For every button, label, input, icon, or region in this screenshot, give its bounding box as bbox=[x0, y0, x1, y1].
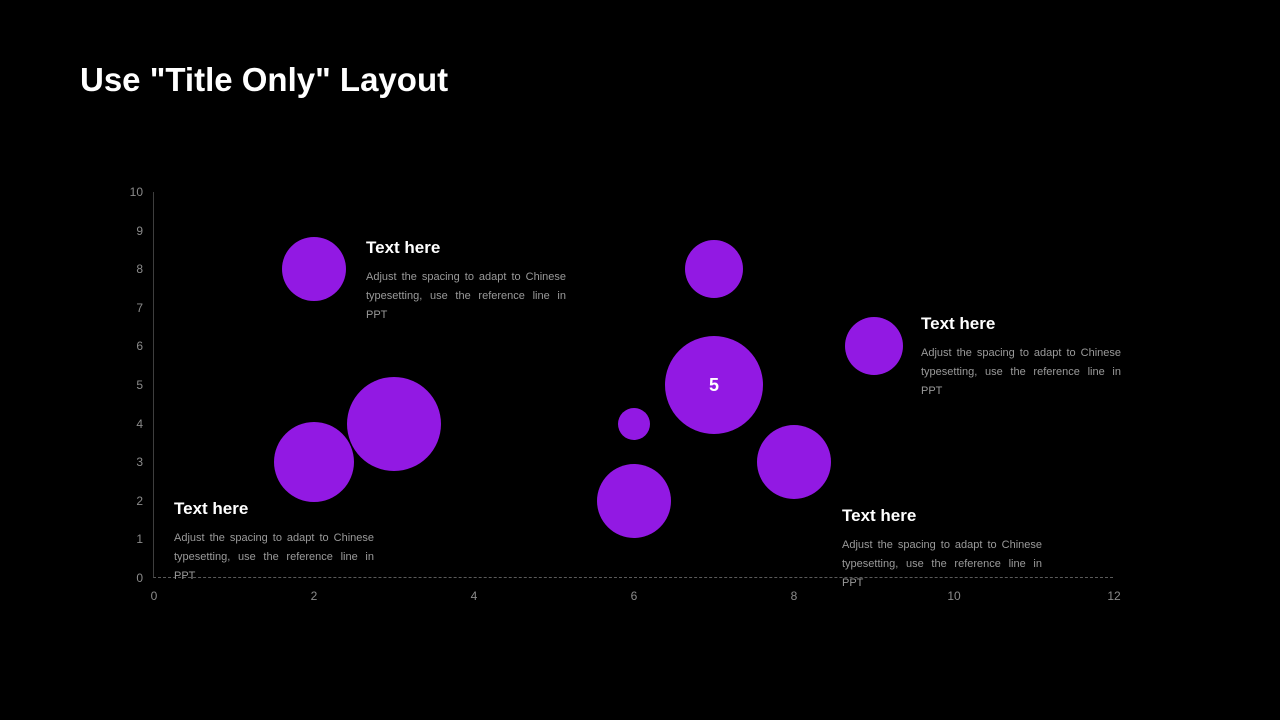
y-tick-label: 9 bbox=[136, 223, 143, 238]
y-tick-label: 2 bbox=[136, 493, 143, 508]
annotation-top-left: Text here Adjust the spacing to adapt to… bbox=[366, 238, 566, 325]
x-tick-label: 6 bbox=[630, 589, 638, 603]
bubble-chart: 0 1 2 3 4 5 6 7 8 9 10 0 2 4 6 8 10 12 5 bbox=[130, 185, 1121, 603]
plot-area: 0 1 2 3 4 5 6 7 8 9 10 0 2 4 6 8 10 12 5 bbox=[130, 185, 1121, 603]
bubble-value-label: 5 bbox=[708, 374, 719, 395]
bubble bbox=[618, 407, 650, 440]
annotation-body-line: Adjust the spacing to adapt to Chinese bbox=[842, 539, 1042, 551]
annotation-body-line: Adjust the spacing to adapt to Chinese bbox=[174, 532, 374, 544]
bubble bbox=[845, 317, 903, 376]
annotation-heading: Text here bbox=[174, 499, 249, 518]
x-tick-label: 4 bbox=[470, 589, 478, 603]
y-tick-label: 0 bbox=[136, 571, 143, 585]
annotation-heading: Text here bbox=[842, 506, 917, 525]
annotation-heading: Text here bbox=[921, 314, 996, 333]
x-tick-label: 2 bbox=[310, 589, 318, 603]
annotation-body-line: Adjust the spacing to adapt to Chinese bbox=[921, 347, 1121, 359]
annotation-right: Text here Adjust the spacing to adapt to… bbox=[921, 314, 1121, 401]
bubble bbox=[347, 376, 441, 471]
annotation-bottom-right: Text here Adjust the spacing to adapt to… bbox=[842, 506, 1042, 593]
y-tick-label: 8 bbox=[136, 262, 143, 277]
y-tick-label: 10 bbox=[129, 185, 143, 199]
slide-title: Use "Title Only" Layout bbox=[80, 61, 449, 98]
y-tick-label: 7 bbox=[136, 300, 143, 315]
annotation-body-line: typesetting, use the reference line in P… bbox=[366, 290, 566, 321]
y-tick-label: 4 bbox=[136, 416, 143, 431]
bubble bbox=[685, 240, 743, 299]
y-tick-label: 6 bbox=[136, 339, 143, 354]
bubble bbox=[597, 463, 671, 538]
y-tick-label: 3 bbox=[136, 455, 143, 470]
x-tick-label: 8 bbox=[790, 589, 798, 603]
annotation-body-line: typesetting, use the reference line in P… bbox=[842, 558, 1042, 589]
bubble bbox=[757, 425, 831, 500]
x-tick-label: 0 bbox=[150, 589, 158, 603]
y-tick-label: 1 bbox=[136, 532, 143, 547]
bubble bbox=[282, 237, 346, 302]
annotation-bottom-left: Text here Adjust the spacing to adapt to… bbox=[174, 499, 374, 586]
annotation-body-line: typesetting, use the reference line in P… bbox=[174, 551, 374, 582]
bubble bbox=[274, 422, 354, 503]
annotation-body-line: typesetting, use the reference line in P… bbox=[921, 366, 1121, 397]
annotation-heading: Text here bbox=[366, 238, 441, 257]
bubble: 5 bbox=[665, 336, 763, 434]
x-tick-label: 10 bbox=[947, 589, 961, 603]
y-tick-label: 5 bbox=[136, 378, 143, 392]
annotation-body-line: Adjust the spacing to adapt to Chinese bbox=[366, 271, 566, 283]
x-tick-label: 12 bbox=[1107, 589, 1121, 603]
